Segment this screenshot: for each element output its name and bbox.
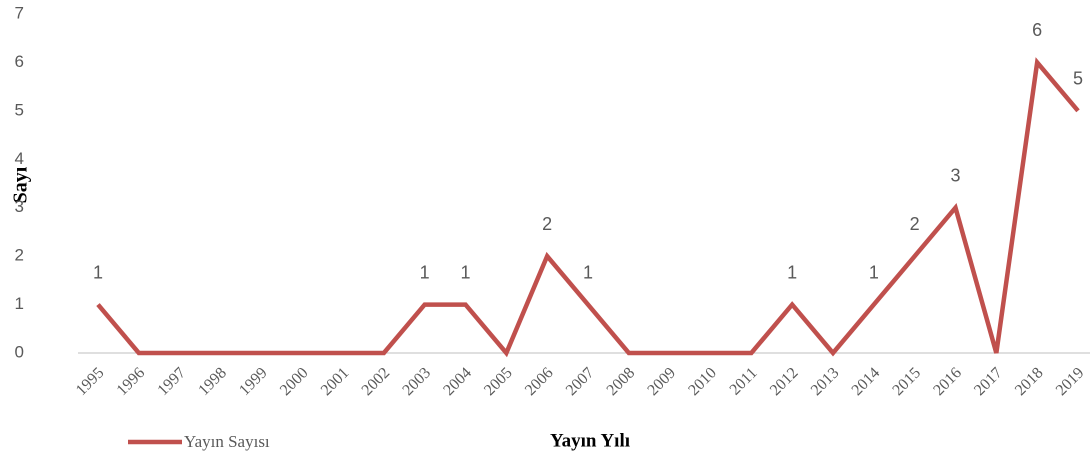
data-label: 1: [93, 262, 103, 282]
x-tick-label: 2002: [359, 364, 394, 399]
data-label: 5: [1073, 69, 1083, 89]
data-label: 1: [869, 262, 879, 282]
x-tick-label: 2006: [522, 364, 557, 399]
data-label: 1: [460, 262, 470, 282]
x-tick-label: 2003: [399, 364, 434, 399]
x-tick-label: 1998: [195, 364, 230, 399]
x-tick-label: 1996: [114, 364, 149, 399]
x-tick-label: 2013: [808, 364, 843, 399]
data-label: 1: [787, 262, 797, 282]
data-label: 1: [583, 262, 593, 282]
x-tick-label: 2019: [1053, 364, 1088, 399]
legend-label: Yayın Sayısı: [184, 432, 270, 451]
x-tick-label: 2016: [930, 364, 965, 399]
y-tick-label: 7: [15, 3, 24, 22]
x-tick-label: 2004: [440, 364, 475, 399]
y-tick-label: 6: [15, 52, 24, 71]
x-tick-label: 2015: [889, 364, 924, 399]
x-tick-label: 2008: [604, 364, 639, 399]
y-axis-title: Sayı: [10, 166, 32, 203]
x-axis-title: Yayın Yılı: [550, 430, 630, 451]
x-tick-label: 2001: [318, 364, 353, 399]
y-tick-label: 4: [15, 149, 24, 168]
x-tick-label: 2014: [849, 364, 884, 399]
y-tick-label: 5: [15, 100, 24, 119]
x-tick-label: 1995: [73, 364, 108, 399]
x-tick-label: 2018: [1012, 364, 1047, 399]
x-tick-label: 2005: [481, 364, 516, 399]
x-tick-label: 2007: [563, 364, 598, 399]
data-label: 6: [1032, 20, 1042, 40]
x-tick-label: 1997: [154, 364, 189, 399]
data-label: 3: [950, 165, 960, 185]
x-tick-label: 2011: [727, 364, 761, 398]
x-tick-label: 2017: [971, 364, 1006, 399]
y-tick-label: 0: [15, 342, 24, 361]
x-tick-label: 2009: [644, 364, 679, 399]
x-tick-label: 2000: [277, 364, 312, 399]
data-label: 1: [420, 262, 430, 282]
data-label: 2: [542, 214, 552, 234]
x-tick-label: 2012: [767, 364, 802, 399]
x-tick-label: 1999: [236, 364, 271, 399]
data-line: [96, 57, 1080, 358]
y-tick-label: 1: [15, 294, 24, 313]
data-label: 2: [910, 214, 920, 234]
y-tick-label: 2: [15, 246, 24, 265]
x-tick-label: 2010: [685, 364, 720, 399]
y-tick-label: 3: [15, 197, 24, 216]
